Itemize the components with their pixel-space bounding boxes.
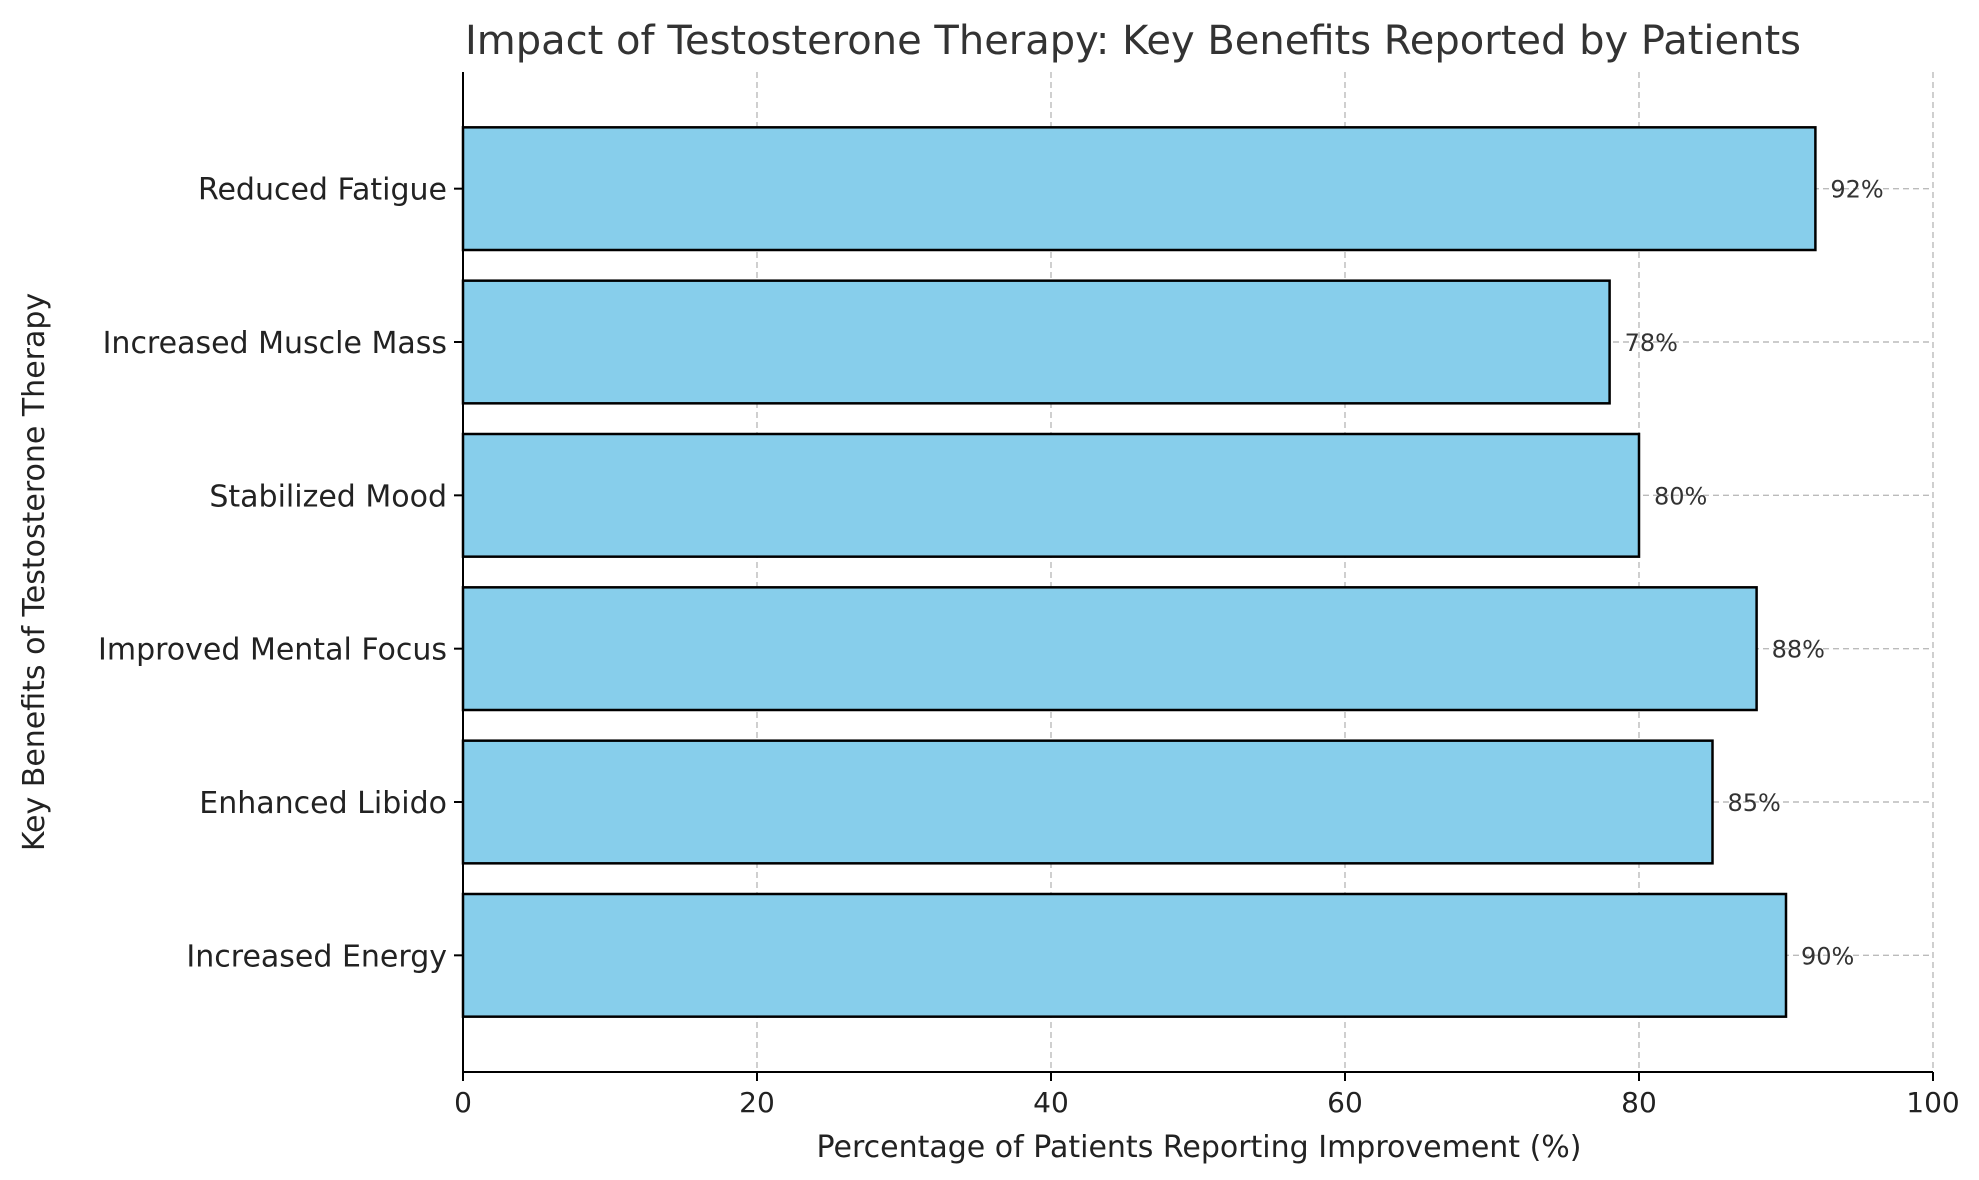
- data-label: 88%: [1772, 636, 1825, 664]
- x-tick-label: 60: [1327, 1086, 1363, 1119]
- data-label: 92%: [1830, 176, 1883, 204]
- bar-improved-mental-focus: [461, 586, 1758, 712]
- y-tick-label: Increased Energy: [186, 939, 447, 974]
- y-tick-label: Enhanced Libido: [199, 786, 447, 821]
- x-axis-ticks: 0 20 40 60 80 100: [454, 1072, 1960, 1119]
- y-tick-label: Improved Mental Focus: [98, 633, 447, 668]
- x-axis-label: Percentage of Patients Reporting Improve…: [816, 1130, 1581, 1165]
- data-label: 80%: [1654, 482, 1707, 510]
- x-tick-label: 20: [739, 1086, 775, 1119]
- bar-increased-muscle-mass: [461, 279, 1611, 405]
- bar-reduced-fatigue: [461, 126, 1817, 252]
- bar-stabilized-mood: [461, 432, 1641, 558]
- y-axis-label: Key Benefits of Testosterone Therapy: [17, 293, 52, 851]
- data-labels: 90% 85% 88% 80% 78% 92%: [1625, 176, 1884, 971]
- y-tick-label: Reduced Fatigue: [198, 173, 447, 208]
- bars: [461, 126, 1817, 1018]
- data-label: 78%: [1625, 329, 1678, 357]
- chart-title: Impact of Testosterone Therapy: Key Bene…: [465, 18, 1801, 64]
- x-tick-label: 100: [1906, 1086, 1959, 1119]
- data-label: 90%: [1801, 942, 1854, 970]
- axes: [462, 72, 1933, 1073]
- y-axis-ticks: Increased Energy Enhanced Libido Improved …: [98, 173, 463, 974]
- x-tick-label: 40: [1033, 1086, 1069, 1119]
- bar-enhanced-libido: [461, 739, 1714, 865]
- bar-increased-energy: [461, 892, 1788, 1018]
- x-tick-label: 80: [1621, 1086, 1657, 1119]
- y-tick-label: Stabilized Mood: [209, 479, 447, 514]
- x-tick-label: 0: [454, 1086, 472, 1119]
- y-tick-label: Increased Muscle Mass: [103, 326, 447, 361]
- data-label: 85%: [1728, 789, 1781, 817]
